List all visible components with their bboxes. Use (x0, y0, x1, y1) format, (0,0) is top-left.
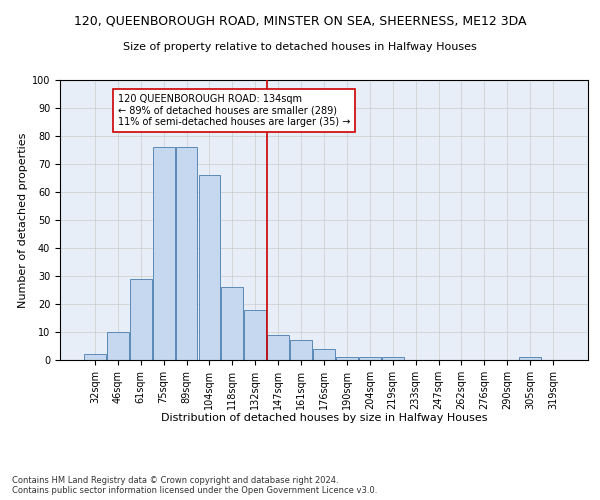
Bar (244, 310, 266, 360)
Bar (221, 287, 243, 360)
Bar (382, 357, 404, 360)
Bar (107, 332, 128, 360)
Bar (130, 279, 152, 360)
Bar (267, 335, 289, 360)
Bar (336, 357, 358, 360)
Text: 120, QUEENBOROUGH ROAD, MINSTER ON SEA, SHEERNESS, ME12 3DA: 120, QUEENBOROUGH ROAD, MINSTER ON SEA, … (74, 15, 526, 28)
Y-axis label: Number of detached properties: Number of detached properties (18, 132, 28, 308)
Bar (199, 175, 220, 360)
Text: 120 QUEENBOROUGH ROAD: 134sqm
← 89% of detached houses are smaller (289)
11% of : 120 QUEENBOROUGH ROAD: 134sqm ← 89% of d… (118, 94, 350, 127)
Bar (520, 357, 541, 360)
Bar (313, 349, 335, 360)
Text: Contains HM Land Registry data © Crown copyright and database right 2024.
Contai: Contains HM Land Registry data © Crown c… (12, 476, 377, 495)
Bar (290, 340, 312, 360)
X-axis label: Distribution of detached houses by size in Halfway Houses: Distribution of detached houses by size … (161, 414, 487, 424)
Text: Size of property relative to detached houses in Halfway Houses: Size of property relative to detached ho… (123, 42, 477, 52)
Bar (153, 147, 175, 360)
Bar (176, 147, 197, 360)
Bar (84, 354, 106, 360)
Bar (359, 357, 381, 360)
